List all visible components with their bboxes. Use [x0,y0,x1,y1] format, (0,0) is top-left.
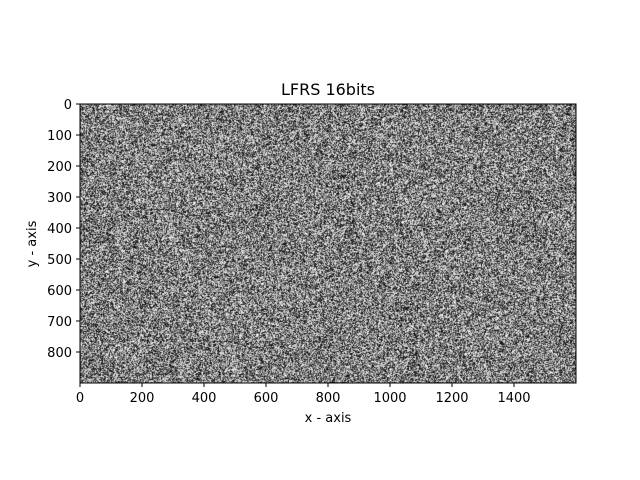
y-axis-label: y - axis [25,220,40,267]
x-tick-label: 200 [130,391,155,406]
y-tick-label: 700 [47,315,72,330]
y-tick-label: 600 [47,284,72,299]
chart-title: LFRS 16bits [281,80,375,99]
y-tick-label: 300 [47,191,72,206]
y-tick-label: 200 [47,160,72,175]
x-tick-label: 800 [316,391,341,406]
x-axis-ticks: 0 200 400 600 800 1000 1200 1400 [76,383,531,406]
x-tick-label: 1400 [497,391,530,406]
y-tick-label: 400 [47,222,72,237]
x-tick-label: 1200 [435,391,468,406]
y-tick-label: 800 [47,346,72,361]
y-tick-label: 0 [64,98,72,113]
x-tick-label: 0 [76,391,84,406]
x-tick-label: 600 [254,391,279,406]
x-axis-label: x - axis [305,411,352,426]
y-tick-label: 500 [47,253,72,268]
x-tick-label: 1000 [373,391,406,406]
x-tick-label: 400 [192,391,217,406]
plot-area [79,103,577,384]
heatmap-image [80,104,576,383]
y-axis-ticks: 0 100 200 300 400 500 600 700 800 [47,98,80,361]
y-tick-label: 100 [47,129,72,144]
